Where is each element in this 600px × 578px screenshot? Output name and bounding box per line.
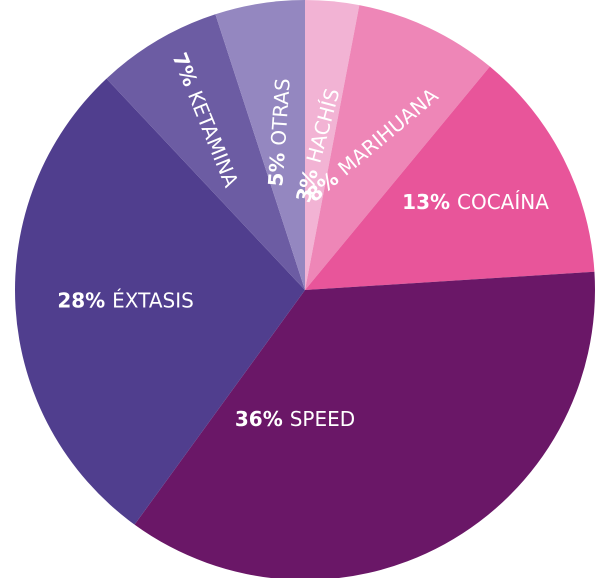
pie-slice-speed [134, 271, 595, 578]
pie-label-cocaina: 13% COCAÍNA [402, 190, 549, 214]
pie-label-otras: 5% OTRAS [263, 77, 294, 187]
pie-label-name: OTRAS [266, 77, 295, 146]
pie-label-name: SPEED [290, 407, 355, 431]
pie-label-percent: 13% [402, 190, 457, 214]
pie-label-name: COCAÍNA [457, 190, 549, 214]
pie-slice-otras [215, 0, 305, 290]
pie-slice-hachis [305, 0, 360, 290]
pie-slice-ketamina [106, 14, 305, 291]
pie-slice-marihuana [305, 5, 490, 291]
pie-label-percent: 5% [263, 145, 290, 187]
pie-slice-extasis [15, 78, 306, 525]
pie-label-percent: 28% [57, 288, 112, 312]
pie-label-percent: 36% [235, 407, 290, 431]
pie-label-speed: 36% SPEED [235, 407, 355, 431]
pie-label-extasis: 28% ÉXTASIS [57, 288, 193, 312]
pie-slice-cocaina [305, 66, 595, 290]
pie-slices [15, 0, 595, 578]
pie-label-name: ÉXTASIS [112, 288, 194, 312]
